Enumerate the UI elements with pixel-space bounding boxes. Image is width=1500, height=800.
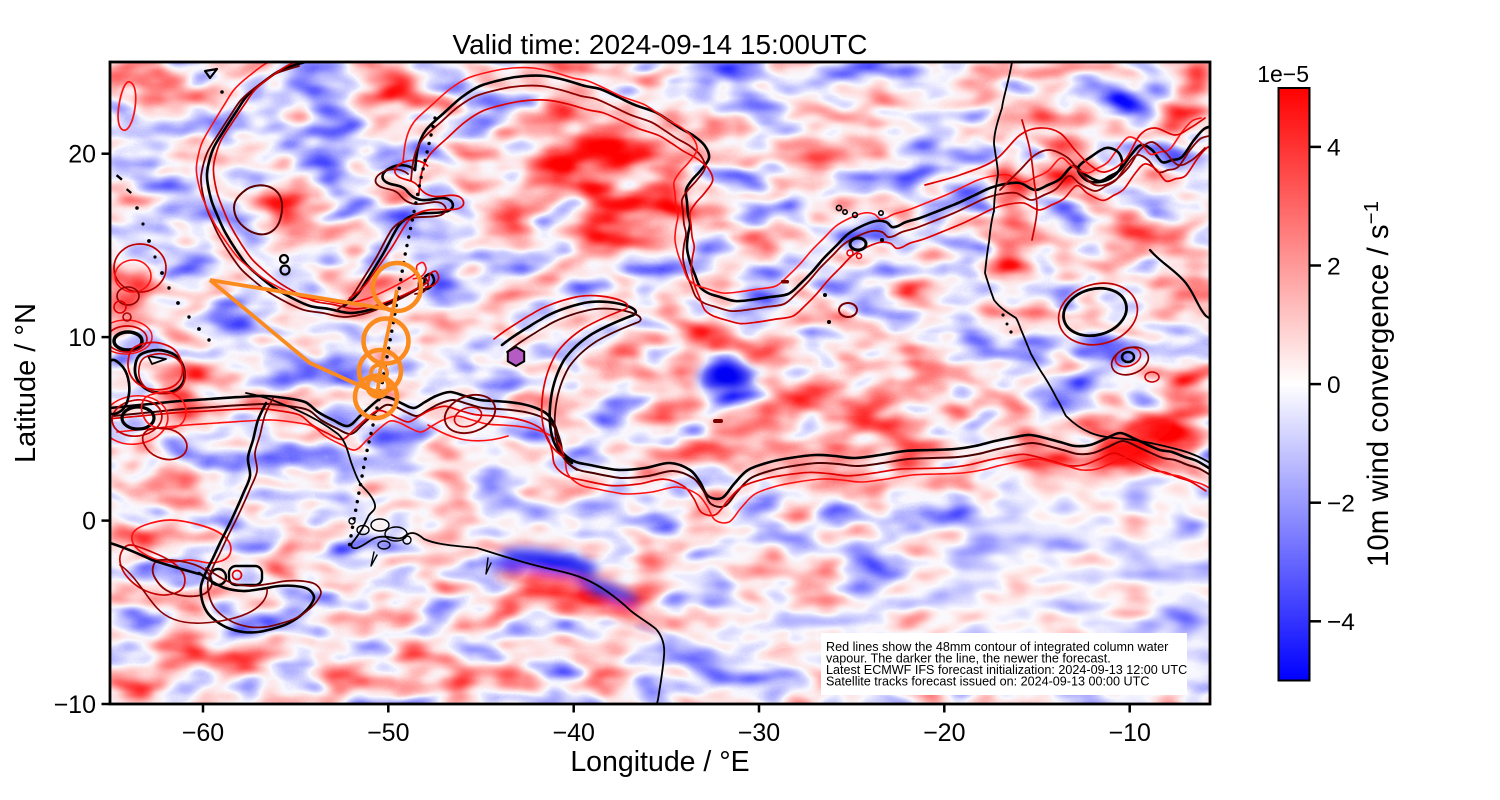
svg-text:Red lines show the 48mm contou: Red lines show the 48mm contour of integ… (826, 640, 1168, 654)
svg-text:1e−5: 1e−5 (1257, 61, 1309, 87)
svg-text:Valid time: 2024-09-14 15:00UT: Valid time: 2024-09-14 15:00UTC (452, 29, 867, 60)
svg-text:4: 4 (1327, 135, 1341, 162)
svg-text:10m wind convergence / s−1: 10m wind convergence / s−1 (1360, 201, 1395, 567)
svg-text:Satellite tracks forecast issu: Satellite tracks forecast issued on: 202… (826, 675, 1149, 689)
svg-text:−20: −20 (923, 719, 965, 747)
svg-text:−10: −10 (1108, 719, 1150, 747)
svg-text:0: 0 (82, 508, 96, 536)
svg-text:0: 0 (1327, 372, 1341, 399)
svg-text:−4: −4 (1327, 609, 1355, 636)
svg-text:−40: −40 (552, 719, 594, 747)
svg-text:−10: −10 (54, 691, 96, 719)
svg-text:10: 10 (68, 324, 96, 352)
svg-text:20: 20 (68, 141, 96, 169)
svg-text:−50: −50 (367, 719, 409, 747)
svg-text:Latitude / °N: Latitude / °N (10, 303, 42, 463)
svg-text:−2: −2 (1327, 491, 1355, 518)
svg-text:Longitude / °E: Longitude / °E (570, 746, 749, 778)
svg-text:Latest ECMWF IFS forecast init: Latest ECMWF IFS forecast initialization… (826, 663, 1187, 677)
svg-text:−60: −60 (182, 719, 224, 747)
svg-text:2: 2 (1327, 253, 1341, 280)
svg-text:vapour. The darker the line, t: vapour. The darker the line, the newer t… (826, 652, 1111, 666)
svg-text:−30: −30 (738, 719, 780, 747)
